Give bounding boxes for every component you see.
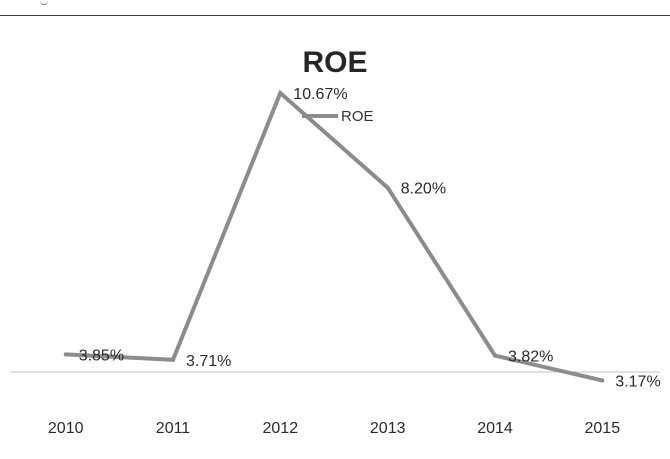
x-tick-label-2013: 2013 [370, 420, 406, 437]
data-point-2014 [493, 353, 497, 358]
x-tick-label-2012: 2012 [263, 420, 299, 437]
data-label-2011: 3.71% [186, 353, 231, 370]
data-point-2015 [600, 378, 605, 383]
data-point-2011 [171, 357, 175, 362]
data-point-2010 [63, 352, 68, 357]
chart-title: ROE [302, 46, 367, 79]
x-tick-label-2015: 2015 [585, 420, 621, 437]
data-labels: 3.85% 3.71% 10.67% 8.20% 3.82% 3.17% [79, 86, 661, 391]
data-label-2012: 10.67% [293, 86, 347, 103]
series-layer [63, 89, 605, 383]
data-point-2012 [278, 91, 283, 95]
top-edge-fragment [40, 0, 48, 5]
data-label-2010: 3.85% [79, 347, 124, 364]
x-tick-label-2010: 2010 [48, 420, 84, 437]
x-axis-ticks: 2010 2011 2012 2013 2014 2015 [48, 420, 620, 437]
x-tick-label-2011: 2011 [156, 420, 191, 437]
top-divider [0, 15, 670, 16]
data-point-2013 [385, 185, 390, 190]
data-label-2013: 8.20% [401, 181, 446, 198]
x-tick-label-2014: 2014 [477, 420, 513, 437]
roe-series-line [65, 89, 603, 383]
data-label-2015: 3.17% [615, 374, 660, 391]
data-label-2014: 3.82% [508, 349, 553, 366]
legend-label: ROE [341, 108, 374, 125]
